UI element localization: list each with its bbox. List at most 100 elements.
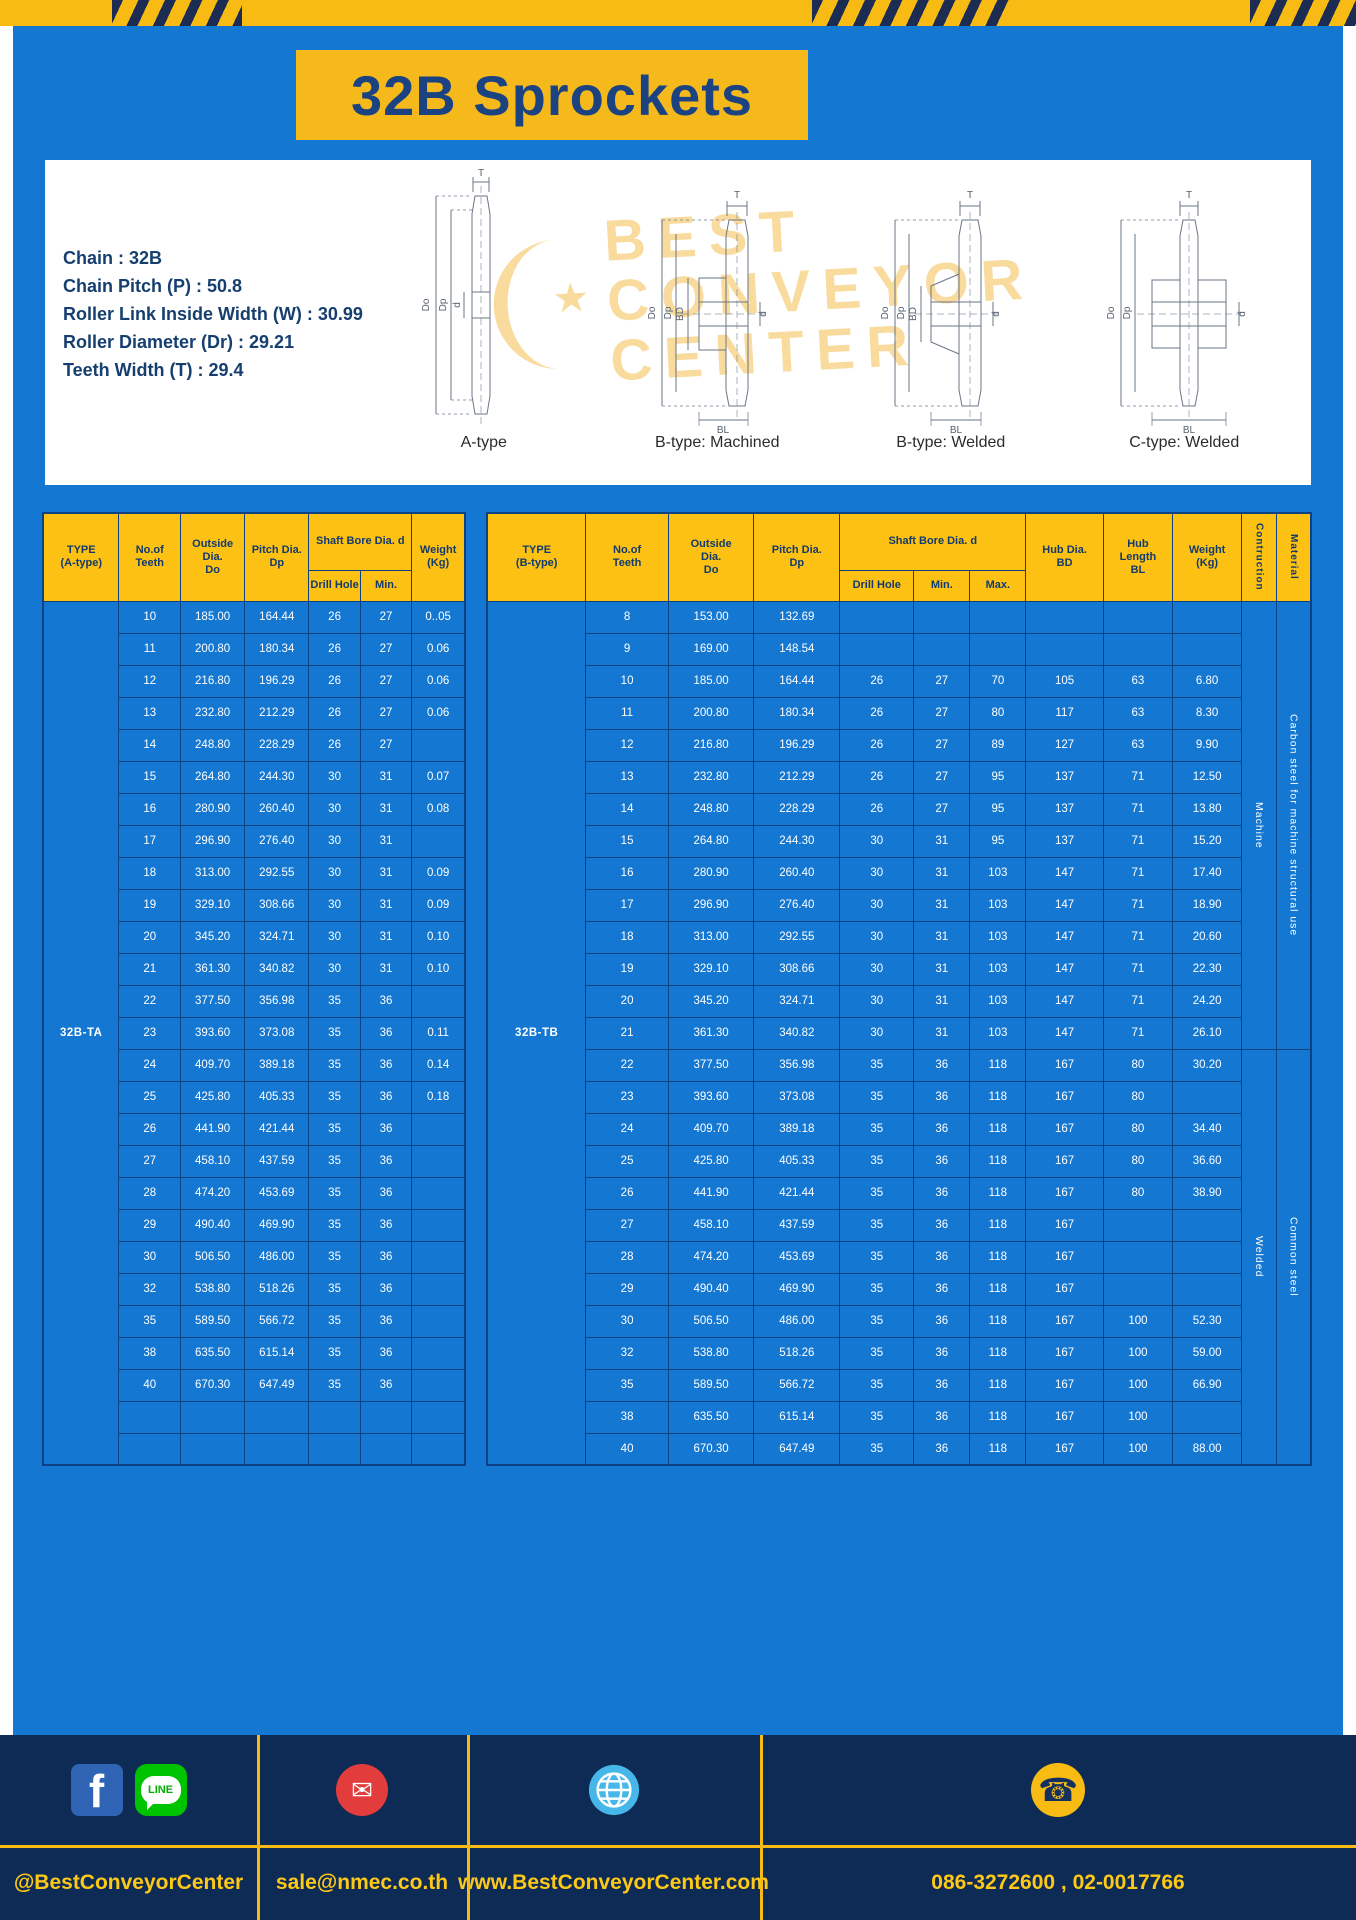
data-cell: 30 (308, 952, 361, 986)
table-row: 27 458.10 437.59 35 36 118 167 (487, 1208, 1311, 1242)
data-cell: 32 (585, 1336, 669, 1370)
data-cell: 103 (969, 920, 1027, 954)
data-cell: 0.10 (411, 952, 466, 986)
footer-section-phone: ☎ 086-3272600 , 02-0017766 (760, 1735, 1356, 1920)
data-cell (1102, 1240, 1174, 1274)
table-row: 15 264.80 244.30 30 31 95 137 71 15.20 (487, 824, 1311, 858)
data-cell: 118 (969, 1112, 1027, 1146)
data-cell: 100 (1102, 1368, 1174, 1402)
data-cell: 486.00 (753, 1304, 841, 1338)
data-cell: 24 (585, 1112, 669, 1146)
data-cell: 71 (1102, 824, 1174, 858)
data-cell: 36 (913, 1368, 971, 1402)
data-cell: 27 (118, 1144, 182, 1178)
dim-label: BL (1183, 425, 1196, 434)
data-cell: 167 (1025, 1304, 1104, 1338)
page-title: 32B Sprockets (350, 63, 754, 127)
phone-numbers[interactable]: 086-3272600 , 02-0017766 (931, 1870, 1185, 1894)
data-cell: 264.80 (180, 760, 246, 794)
data-cell: 0.06 (411, 632, 466, 666)
data-cell: 167 (1025, 1048, 1104, 1082)
data-cell: 71 (1102, 760, 1174, 794)
sprocket-drawing-b-machined-icon: T Do Dp BD d BL (647, 190, 769, 434)
data-cell: 13 (118, 696, 182, 730)
social-handle[interactable]: @BestConveyorCenter (13, 1870, 244, 1894)
data-cell: 30 (308, 920, 361, 954)
data-cell: 276.40 (244, 824, 310, 858)
line-icon[interactable]: LINE (134, 1764, 187, 1816)
website-url[interactable]: www.BestConveyorCenter.com (458, 1870, 769, 1894)
data-cell: 71 (1102, 920, 1174, 954)
data-cell: 0.07 (411, 760, 466, 794)
data-cell: 313.00 (180, 856, 246, 890)
data-cell: 19 (585, 952, 669, 986)
column-header: Shaft Bore Dia. d (839, 512, 1027, 571)
data-cell: 35 (839, 1048, 915, 1082)
data-cell: 615.14 (753, 1400, 841, 1434)
data-cell: 35 (585, 1368, 669, 1402)
data-cell: 36 (359, 1176, 413, 1210)
data-cell: 31 (913, 952, 971, 986)
data-cell: 20.60 (1172, 920, 1243, 954)
data-cell (969, 600, 1027, 634)
dim-label: T (478, 168, 484, 179)
table-row: 40 670.30 647.49 35 36 (43, 1368, 466, 1402)
data-cell: 405.33 (244, 1080, 310, 1114)
data-cell: 35 (839, 1240, 915, 1274)
data-cell: 31 (913, 984, 971, 1018)
top-hazard-bar (0, 0, 1356, 26)
data-cell: 506.50 (180, 1240, 246, 1274)
data-cell: 35 (839, 1208, 915, 1242)
data-cell: 80 (1102, 1112, 1174, 1146)
data-cell: 35 (308, 1048, 361, 1082)
dim-label: Do (647, 306, 658, 319)
dim-label: Do (421, 298, 432, 311)
data-cell: 11 (118, 632, 182, 666)
data-cell: 167 (1025, 1240, 1104, 1274)
data-cell: 292.55 (753, 920, 841, 954)
data-cell: 216.80 (180, 664, 246, 698)
data-cell: 308.66 (753, 952, 841, 986)
column-header: No.of Teeth (118, 512, 182, 602)
data-cell: 17.40 (1172, 856, 1243, 890)
data-cell: 538.80 (180, 1272, 246, 1306)
data-cell: 453.69 (244, 1176, 310, 1210)
data-cell: 490.40 (667, 1272, 755, 1306)
column-header: Max. (969, 569, 1027, 602)
data-cell: 27 (359, 632, 413, 666)
data-cell: 16 (585, 856, 669, 890)
data-cell (1172, 632, 1243, 666)
line-bubble: LINE (140, 1776, 181, 1810)
data-cell: 35 (308, 1112, 361, 1146)
data-cell: 164.44 (244, 600, 310, 634)
phone-icon[interactable]: ☎ (1031, 1763, 1085, 1817)
email-address[interactable]: sale@nmec.co.th (275, 1870, 449, 1894)
line-label: LINE (147, 1784, 174, 1796)
data-cell: 153.00 (667, 600, 755, 634)
data-cell (1172, 1208, 1243, 1242)
dim-label: Dp (663, 306, 674, 319)
data-cell (1172, 1240, 1243, 1274)
data-cell: 26 (308, 600, 361, 634)
spec-line: Chain Pitch (P) : 50.8 (63, 276, 243, 296)
data-cell: 36 (359, 1240, 413, 1274)
email-icon[interactable]: ✉ (336, 1764, 388, 1816)
data-cell: 137 (1025, 792, 1104, 826)
data-cell: 71 (1102, 856, 1174, 890)
data-cell: 538.80 (667, 1336, 755, 1370)
column-header: Material (1275, 512, 1312, 602)
facebook-icon[interactable]: f (70, 1764, 123, 1816)
globe-icon[interactable] (587, 1763, 641, 1817)
data-cell: 22.30 (1172, 952, 1243, 986)
data-cell: 16 (118, 792, 182, 826)
dim-label: Dp (896, 306, 907, 319)
data-cell: 12 (585, 728, 669, 762)
data-cell: 132.69 (753, 600, 841, 634)
data-cell (180, 1432, 246, 1466)
data-cell: 15 (118, 760, 182, 794)
data-cell: 635.50 (667, 1400, 755, 1434)
data-cell (244, 1432, 310, 1466)
data-cell: 103 (969, 984, 1027, 1018)
data-cell: 27 (913, 696, 971, 730)
data-cell: 118 (969, 1432, 1027, 1466)
